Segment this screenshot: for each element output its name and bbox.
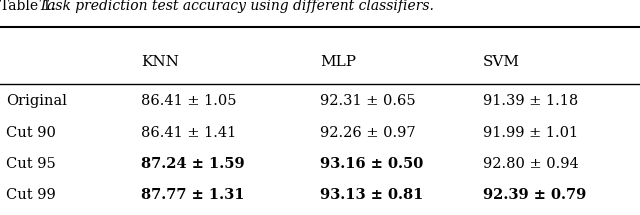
Text: 92.26 ± 0.97: 92.26 ± 0.97	[320, 126, 415, 140]
Text: Table 1:: Table 1:	[0, 0, 60, 13]
Text: SVM: SVM	[483, 55, 520, 69]
Text: 92.31 ± 0.65: 92.31 ± 0.65	[320, 94, 415, 108]
Text: 87.24 ± 1.59: 87.24 ± 1.59	[141, 157, 244, 171]
Text: 86.41 ± 1.41: 86.41 ± 1.41	[141, 126, 236, 140]
Text: 91.99 ± 1.01: 91.99 ± 1.01	[483, 126, 579, 140]
Text: Cut 90: Cut 90	[6, 126, 56, 140]
Text: 91.39 ± 1.18: 91.39 ± 1.18	[483, 94, 579, 108]
Text: 87.77 ± 1.31: 87.77 ± 1.31	[141, 188, 244, 202]
Text: 86.41 ± 1.05: 86.41 ± 1.05	[141, 94, 236, 108]
Text: Original: Original	[6, 94, 67, 108]
Text: MLP: MLP	[320, 55, 356, 69]
Text: 92.39 ± 0.79: 92.39 ± 0.79	[483, 188, 586, 202]
Text: Cut 95: Cut 95	[6, 157, 56, 171]
Text: Cut 99: Cut 99	[6, 188, 56, 202]
Text: Task prediction test accuracy using different classifiers.: Task prediction test accuracy using diff…	[39, 0, 434, 13]
Text: KNN: KNN	[141, 55, 179, 69]
Text: 93.16 ± 0.50: 93.16 ± 0.50	[320, 157, 423, 171]
Text: 93.13 ± 0.81: 93.13 ± 0.81	[320, 188, 424, 202]
Text: 92.80 ± 0.94: 92.80 ± 0.94	[483, 157, 579, 171]
